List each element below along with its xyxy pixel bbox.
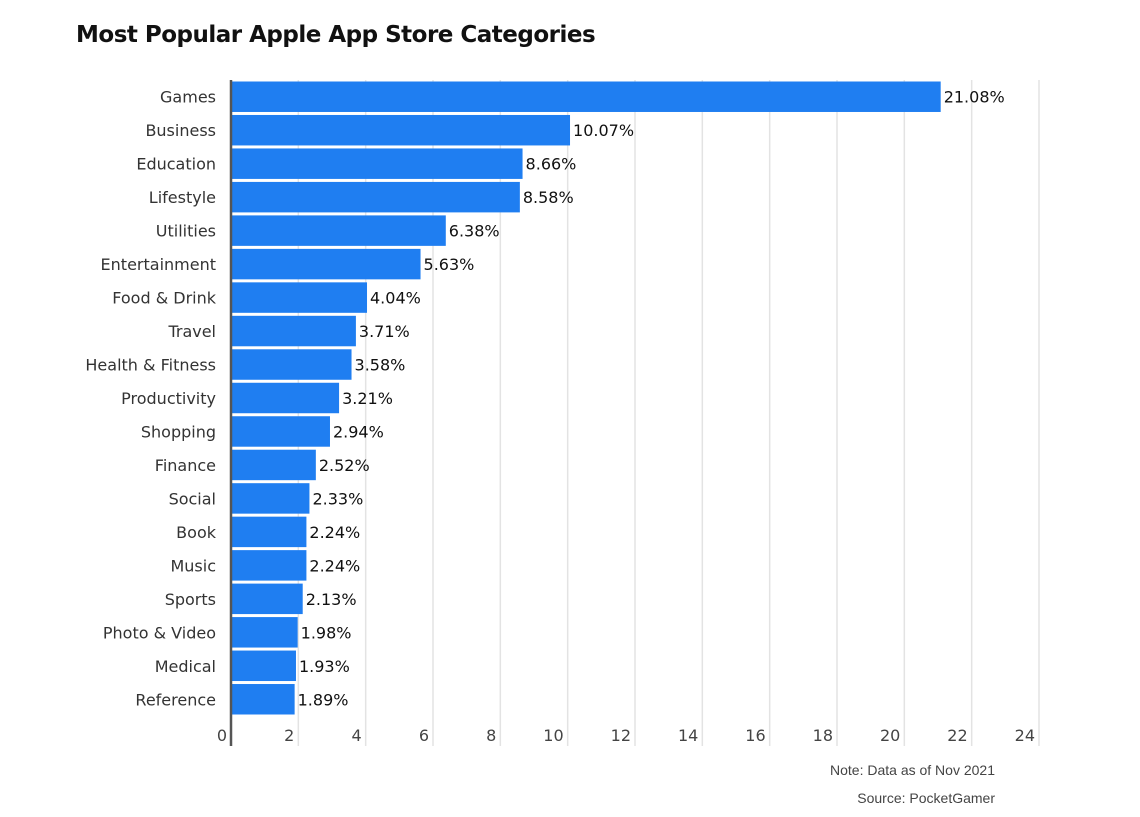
category-label: Music [170,556,216,575]
bar [231,215,446,246]
data-label: 2.24% [309,523,360,542]
category-label: Food & Drink [112,289,217,308]
x-tick-label: 2 [284,726,294,745]
data-label: 3.58% [355,356,406,375]
x-tick-label: 8 [486,726,496,745]
data-label: 1.93% [299,657,350,676]
category-label: Business [145,121,216,140]
data-label: 2.94% [333,422,384,441]
bar [231,684,295,715]
x-tick-label: 22 [947,726,967,745]
category-label: Productivity [121,389,216,408]
bar [231,550,307,581]
category-label: Utilities [156,222,216,241]
data-label: 2.24% [309,556,360,575]
bar [231,583,303,615]
data-label: 8.58% [523,188,574,207]
category-label: Reference [135,690,216,709]
data-label: 3.21% [342,389,393,408]
data-label: 5.63% [424,255,475,274]
x-tick-label: 4 [351,726,361,745]
bar [231,516,307,548]
data-label: 8.66% [526,155,577,174]
bar [231,81,941,112]
category-label: Photo & Video [103,623,216,642]
x-tick-label: 24 [1015,726,1035,745]
bar [231,282,368,313]
category-label: Sports [165,590,216,609]
x-tick-label: 10 [543,726,563,745]
bar [231,315,356,347]
data-label: 21.08% [944,88,1005,107]
data-label: 10.07% [573,121,634,140]
data-label: 2.13% [306,590,357,609]
bar [231,449,316,481]
category-label: Finance [155,456,216,475]
x-tick-label: 0 [217,726,227,745]
x-tick-label: 14 [678,726,698,745]
x-tick-label: 16 [745,726,765,745]
bar [231,650,296,682]
data-label: 1.89% [298,690,349,709]
data-label: 3.71% [359,322,410,341]
category-label: Social [169,489,216,508]
data-label: 4.04% [370,289,421,308]
bar [231,349,352,380]
category-label: Education [136,155,216,174]
chart-source: Source: PocketGamer [857,790,995,806]
bar [231,114,571,146]
data-label: 2.33% [312,489,363,508]
x-tick-label: 20 [880,726,900,745]
category-label: Book [176,523,217,542]
category-label: Games [160,88,216,107]
x-tick-label: 6 [419,726,429,745]
bar [231,617,298,648]
chart-title: Most Popular Apple App Store Categories [76,22,596,48]
category-label: Entertainment [101,255,216,274]
category-label: Lifestyle [149,188,216,207]
category-label: Medical [155,657,216,676]
category-label: Shopping [141,422,216,441]
chart-note: Note: Data as of Nov 2021 [830,762,995,778]
data-label: 2.52% [319,456,370,475]
bar [231,416,330,447]
x-tick-label: 12 [611,726,631,745]
x-tick-label: 18 [813,726,833,745]
data-label: 6.38% [449,222,500,241]
category-label: Health & Fitness [85,356,216,375]
bar [231,148,523,179]
bar [231,181,520,213]
data-label: 1.98% [301,623,352,642]
bar [231,382,340,414]
bar [231,483,310,514]
category-label: Travel [167,322,216,341]
bar [231,248,421,280]
